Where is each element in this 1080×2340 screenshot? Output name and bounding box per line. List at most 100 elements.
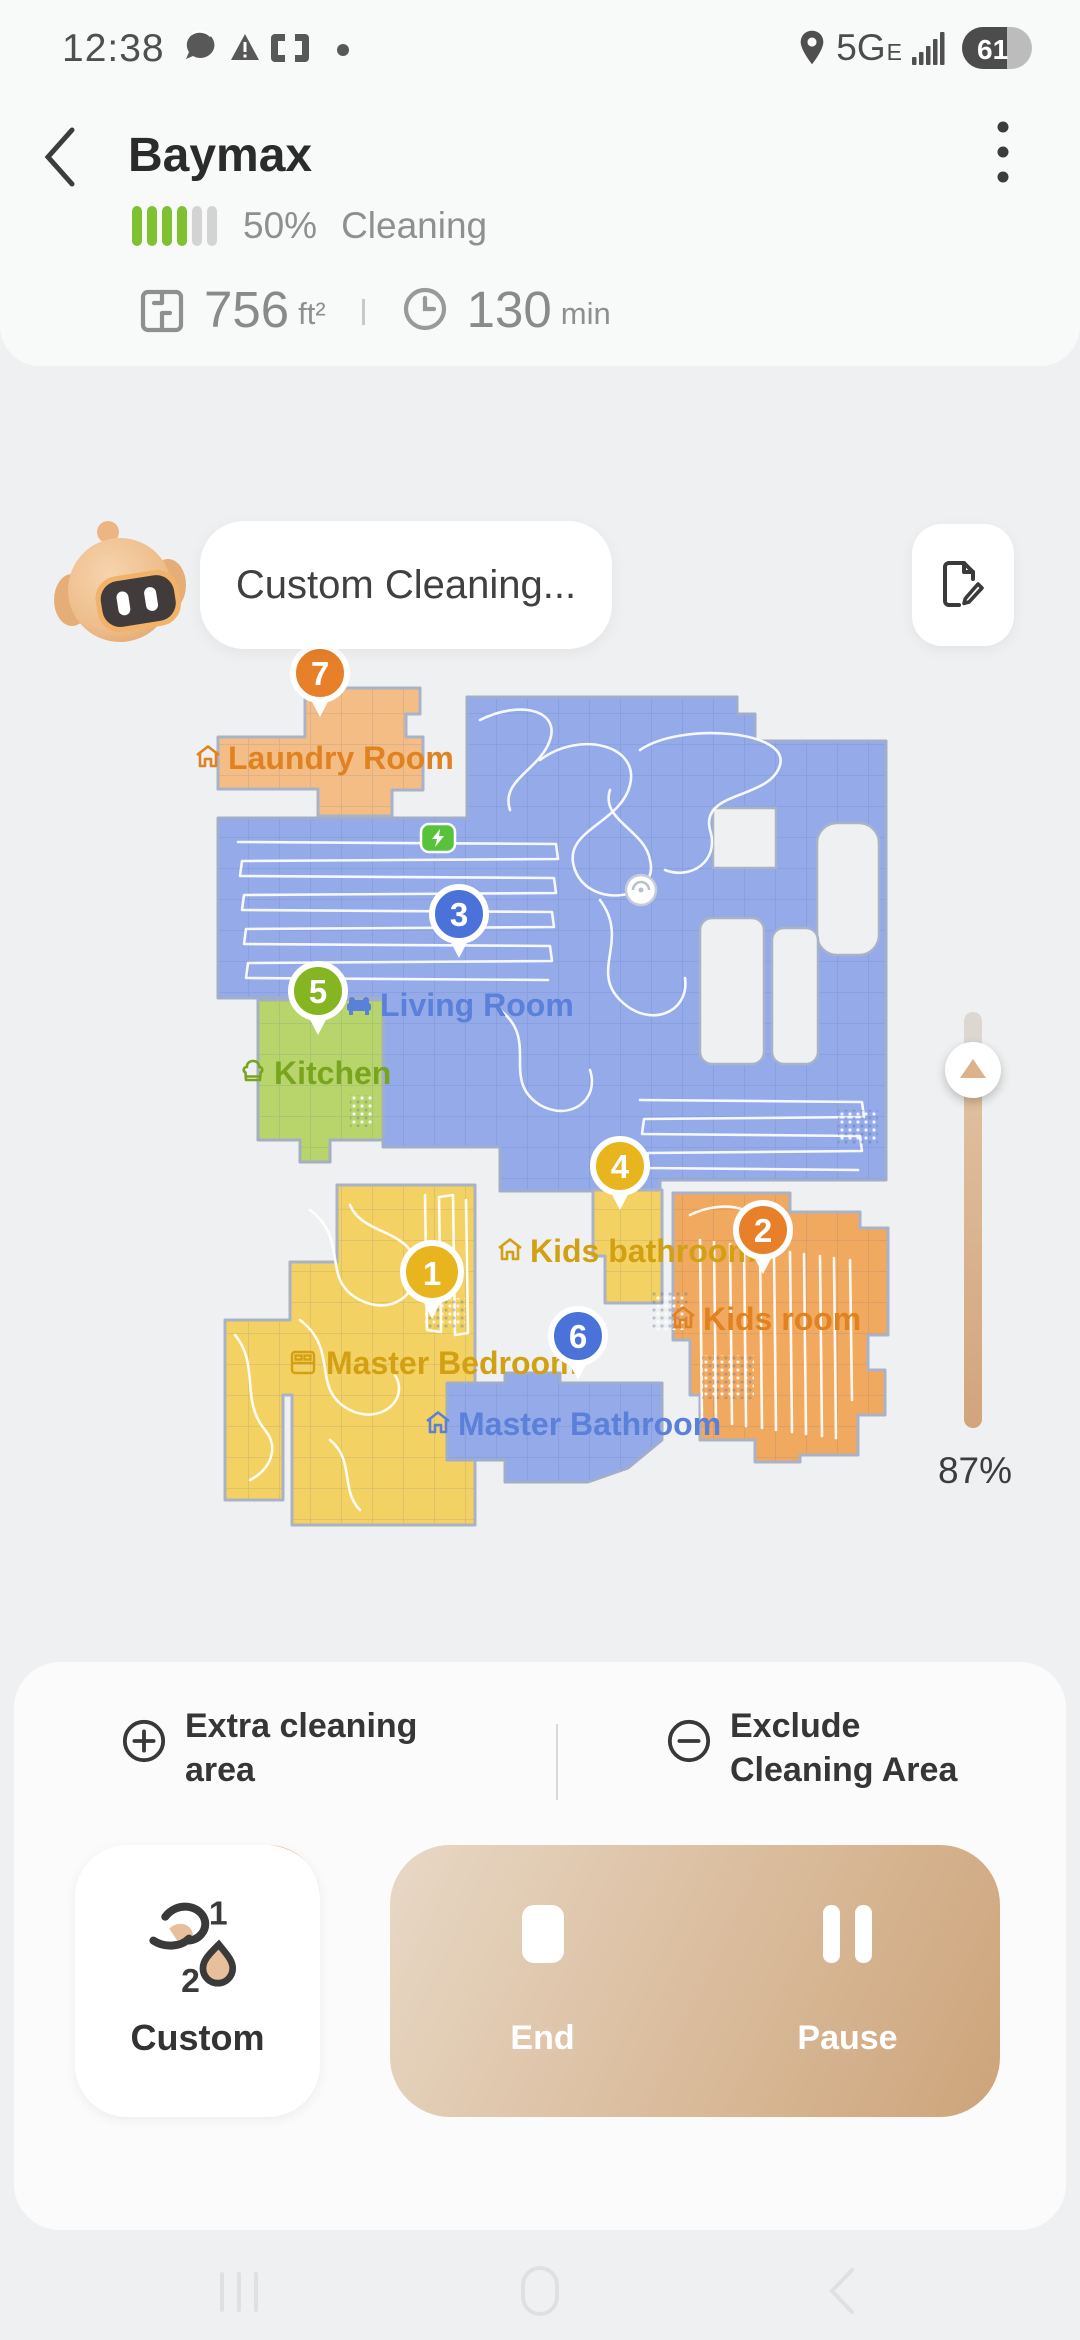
master-bathroom-label: Master Bathroom — [426, 1406, 721, 1442]
kebab-menu-icon — [997, 121, 1009, 183]
more-notifications-dot — [337, 44, 349, 56]
network-sub: E — [886, 39, 902, 65]
charging-dock-icon — [419, 822, 457, 854]
svg-text:6: 6 — [569, 1318, 587, 1355]
end-button[interactable]: End — [390, 1845, 695, 2117]
action-row-divider — [556, 1724, 558, 1800]
robot-position-icon — [624, 873, 658, 907]
assistant-speech-bubble: Custom Cleaning... — [200, 521, 612, 649]
map-obstacle-cutouts — [698, 806, 881, 1066]
edit-map-icon — [943, 561, 984, 607]
custom-mode-label: Custom — [130, 2017, 265, 2058]
svg-text:2: 2 — [754, 1212, 772, 1249]
svg-text:1: 1 — [209, 1895, 228, 1933]
more-menu-button[interactable] — [978, 112, 1028, 198]
battery-level: 61 — [977, 34, 1009, 65]
triangle-up-icon — [960, 1058, 986, 1078]
exclude-cleaning-area-button[interactable]: Exclude Cleaning Area — [666, 1704, 957, 1792]
header-card: 12:38 5G E — [0, 0, 1080, 366]
kids-bathroom-label: Kids bathroom — [498, 1233, 756, 1269]
system-navbar — [0, 2244, 1080, 2340]
robot-battery-row: 50% Cleaning — [132, 204, 487, 248]
run-control-button: End Pause — [390, 1845, 1000, 2117]
svg-text:3: 3 — [450, 896, 468, 933]
map-texture-patches — [350, 1095, 878, 1399]
map-zoom-slider-handle[interactable] — [945, 1042, 1001, 1098]
sofa-icon — [347, 997, 371, 1015]
floorplan-icon — [140, 289, 184, 333]
living-room-label: Living Room — [347, 987, 574, 1023]
badge-living: 3 — [429, 884, 489, 958]
exclude-cleaning-line2: Cleaning Area — [730, 1751, 958, 1789]
svg-text:1: 1 — [423, 1255, 441, 1292]
svg-text:5: 5 — [309, 973, 327, 1010]
extra-cleaning-area-button[interactable]: Extra cleaning area — [121, 1704, 417, 1792]
badge-kids-bathroom: 4 — [590, 1136, 650, 1210]
back-nav-button[interactable] — [822, 2262, 862, 2320]
home-nav-button[interactable] — [518, 2260, 562, 2322]
back-button[interactable] — [30, 120, 90, 194]
pause-icon — [823, 1904, 872, 1963]
folded-corner-icon — [270, 1845, 320, 1895]
badge-kids-room: 2 — [733, 1200, 793, 1274]
clock-text: 12:38 — [62, 27, 165, 70]
stats-divider — [361, 299, 365, 325]
extra-cleaning-line2: area — [185, 1751, 255, 1789]
recents-nav-button[interactable] — [210, 2262, 268, 2322]
custom-mode-icon: 1 2 — [149, 1895, 237, 2000]
cleaning-stats-row: 756 ft² 130 min — [138, 283, 611, 335]
robot-status-text: Cleaning — [341, 205, 488, 246]
laundry-room-label: Laundry Room — [196, 740, 454, 776]
svg-text:Master Bathroom: Master Bathroom — [458, 1406, 721, 1442]
warning-notification-icon — [231, 34, 259, 60]
house-icon — [498, 1238, 522, 1261]
area-cleaned-unit: ft² — [298, 296, 326, 331]
battery-status-icon: 61 — [962, 27, 1032, 69]
master-bedroom-label: Master Bedroom — [290, 1345, 579, 1381]
badge-master-bathroom: 6 — [548, 1306, 608, 1380]
house-icon — [426, 1411, 450, 1434]
kitchen-label: Kitchen — [242, 1055, 391, 1091]
kids-room-label: Kids room — [671, 1301, 861, 1337]
network-type: 5G — [836, 27, 886, 68]
pause-button[interactable]: Pause — [695, 1845, 1000, 2117]
svg-text:Living Room: Living Room — [380, 987, 574, 1023]
cleaning-progress-percent: 87% — [937, 1450, 1013, 1491]
location-icon — [800, 30, 824, 65]
map-zoom-slider-track[interactable] — [964, 1012, 982, 1428]
cleaning-time-unit: min — [560, 296, 611, 331]
assistant-speech-text: Custom Cleaning... — [235, 562, 577, 607]
badge-laundry: 7 — [290, 643, 350, 717]
plus-circle-icon — [122, 1719, 166, 1763]
house-icon — [671, 1306, 695, 1329]
chat-notification-icon — [186, 30, 215, 59]
device-title: Baymax — [128, 129, 313, 182]
house-icon — [196, 745, 220, 768]
svg-text:Master Bedroom: Master Bedroom — [326, 1345, 579, 1381]
exclude-cleaning-line1: Exclude — [730, 1707, 861, 1745]
status-right-cluster: 5G E 61 — [798, 24, 1032, 72]
svg-text:7: 7 — [311, 655, 329, 692]
robot-avatar — [54, 521, 186, 642]
svg-text:Kids bathroom: Kids bathroom — [530, 1233, 756, 1269]
bed-icon — [290, 1350, 316, 1375]
clock-icon — [403, 287, 446, 331]
svg-text:Kitchen: Kitchen — [274, 1055, 391, 1091]
svg-text:Kids room: Kids room — [703, 1301, 861, 1337]
end-label: End — [510, 2018, 575, 2057]
extra-cleaning-line1: Extra cleaning — [185, 1707, 418, 1745]
room-order-badges: 7 3 5 4 1 2 6 — [288, 643, 793, 1380]
robot-battery-percent: 50% — [243, 205, 318, 246]
app-notification-icon — [271, 34, 309, 62]
custom-mode-button[interactable]: 1 2 Custom — [75, 1845, 320, 2117]
edit-map-button[interactable] — [912, 524, 1014, 646]
svg-text:Laundry Room: Laundry Room — [228, 740, 454, 776]
chef-hat-icon — [242, 1059, 264, 1082]
badge-master-bedroom: 1 — [400, 1240, 464, 1319]
back-chevron-icon — [44, 127, 75, 187]
stop-icon — [521, 1904, 564, 1963]
pause-label: Pause — [797, 2018, 898, 2057]
area-cleaned-value: 756 — [204, 281, 290, 338]
room-labels: Laundry Room Living Room Kitchen Master … — [196, 740, 861, 1442]
signal-strength-icon — [912, 32, 945, 65]
